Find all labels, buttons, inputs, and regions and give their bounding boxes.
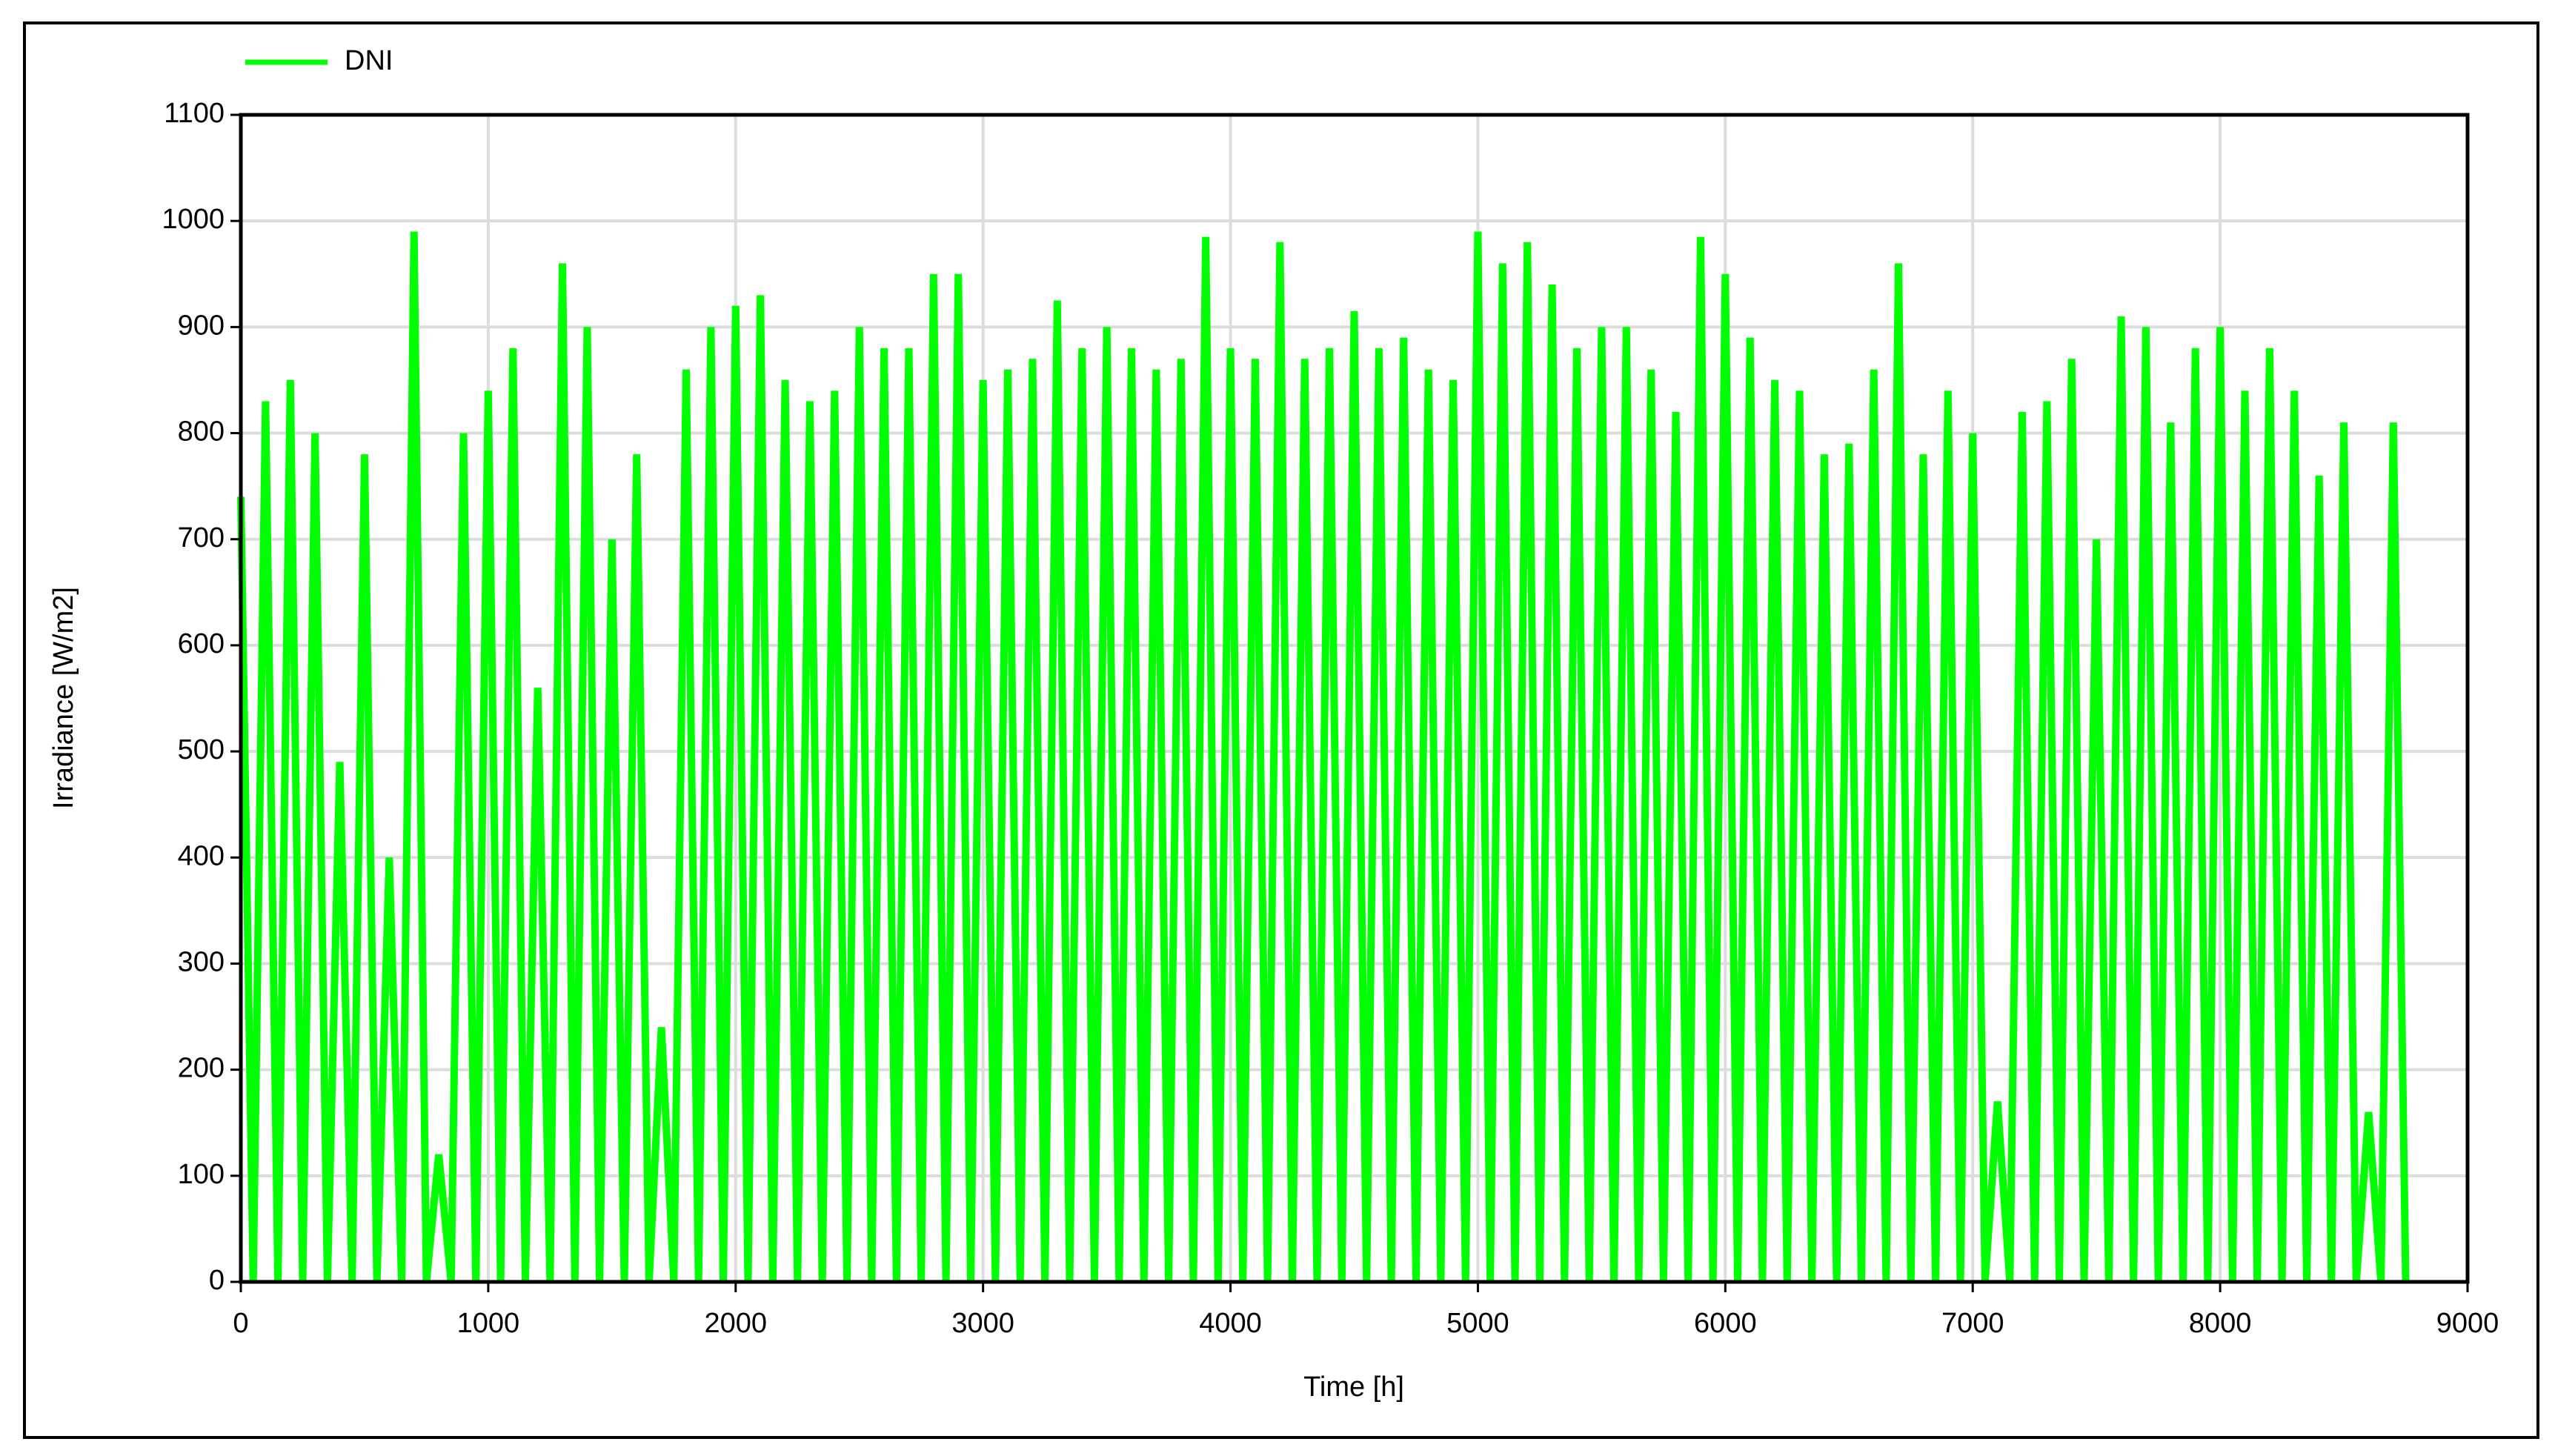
x-tick-label: 1000 [457, 1308, 520, 1339]
x-tick-label: 4000 [1199, 1308, 1262, 1339]
legend-label: DNI [345, 45, 393, 76]
y-tick-label: 100 [178, 1159, 225, 1190]
y-tick-label: 1000 [162, 204, 225, 235]
y-tick-label: 800 [178, 416, 225, 448]
y-tick-label: 700 [178, 522, 225, 554]
x-tick-label: 3000 [951, 1308, 1014, 1339]
y-tick-label: 200 [178, 1053, 225, 1084]
frame [23, 21, 2539, 1439]
y-tick-label: 500 [178, 734, 225, 765]
x-axis-title: Time [h] [1303, 1372, 1404, 1403]
x-tick-label: 5000 [1446, 1308, 1509, 1339]
legend: DNI [245, 45, 393, 76]
y-tick-label: 0 [209, 1265, 225, 1296]
data-line [237, 231, 2410, 1283]
y-tick-label: 300 [178, 946, 225, 977]
y-tick-label: 600 [178, 628, 225, 659]
x-tick-label: 9000 [2436, 1308, 2499, 1339]
y-axis-title: Irradiance [W/m2] [48, 587, 79, 809]
x-tick-label: 6000 [1694, 1308, 1757, 1339]
x-tick-label: 0 [233, 1308, 248, 1339]
y-tick-label: 1100 [164, 98, 225, 129]
plot-border [239, 113, 2470, 1284]
x-tick-label: 8000 [2189, 1308, 2252, 1339]
x-tick-label: 7000 [1941, 1308, 2004, 1339]
y-tick-label: 900 [178, 310, 225, 341]
ticks: 0 100 200 300 400 500 600 700 800 900 1000 1100 0 100… [162, 98, 2499, 1339]
x-tick-label: 2000 [705, 1308, 768, 1339]
plot-area [237, 231, 2410, 1283]
y-tick-label: 400 [178, 840, 225, 871]
